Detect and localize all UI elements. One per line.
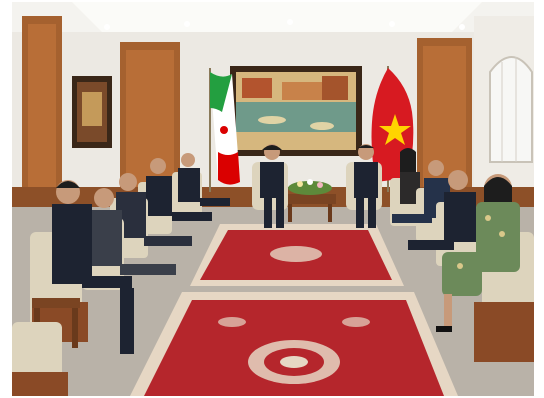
small-framed-painting bbox=[72, 76, 112, 148]
center-left-leader bbox=[252, 144, 288, 228]
iran-flag bbox=[209, 68, 240, 192]
center-right-leader bbox=[346, 144, 382, 228]
large-painting bbox=[230, 66, 362, 156]
left-delegation bbox=[12, 153, 230, 396]
right-delegation bbox=[390, 148, 534, 362]
coffee-table bbox=[284, 179, 336, 222]
meeting-room-photo bbox=[12, 2, 534, 396]
red-carpet bbox=[130, 224, 458, 396]
arched-window bbox=[489, 56, 533, 163]
